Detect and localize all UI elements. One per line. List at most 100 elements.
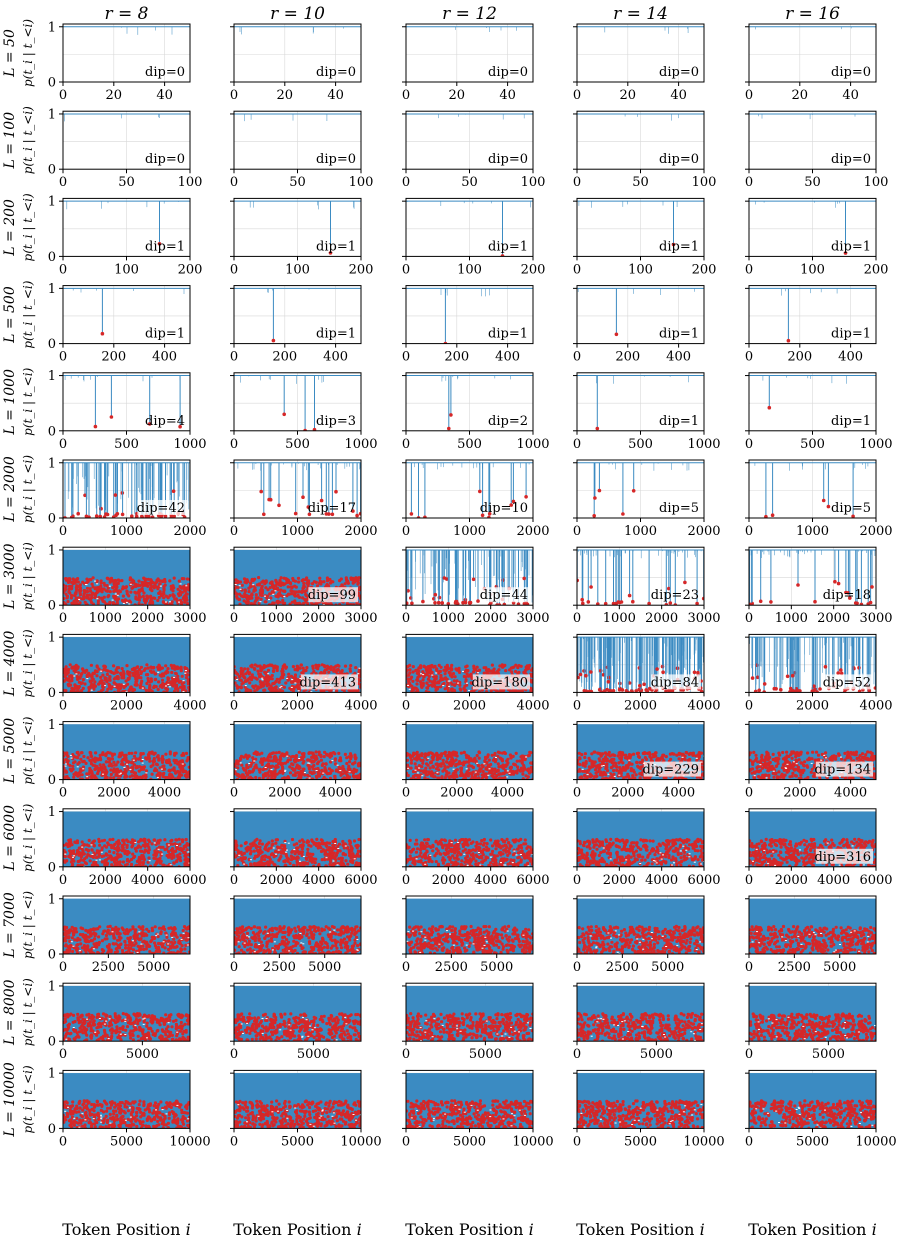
dip-marker (234, 681, 237, 685)
x-tick-label: 2000 (302, 611, 335, 626)
dip-marker (112, 664, 116, 668)
dip-marker (530, 680, 533, 684)
x-tick-label: 2000 (97, 786, 130, 801)
noise-speck (125, 691, 128, 693)
noise-speck (291, 679, 294, 681)
dip-marker (91, 671, 95, 675)
dip-marker (178, 685, 182, 689)
dip-marker (427, 684, 431, 688)
dip-marker (109, 776, 113, 780)
dip-marker (358, 669, 361, 673)
dip-marker (130, 514, 134, 518)
dip-marker (358, 594, 361, 598)
dip-marker (329, 665, 333, 669)
dip-marker (148, 669, 153, 673)
dip-marker (464, 668, 468, 673)
dip-marker (661, 670, 665, 674)
x-tick-label: 0 (59, 437, 67, 452)
dip-marker (165, 759, 169, 763)
dip-marker (595, 426, 600, 431)
dip-marker (512, 665, 516, 669)
x-tick-label: 0 (402, 262, 410, 277)
dip-marker (158, 590, 162, 594)
dip-marker (108, 675, 112, 679)
dip-marker (288, 602, 292, 606)
dip-marker (85, 772, 89, 776)
dip-marker (273, 584, 278, 588)
dip-marker (291, 576, 295, 581)
dip-marker (156, 687, 160, 692)
dip-marker (270, 677, 274, 681)
dip-marker (411, 665, 415, 669)
dip-marker (277, 503, 281, 508)
x-tick-label: 2000 (173, 524, 206, 539)
dip-marker (130, 667, 134, 671)
dip-marker (77, 596, 81, 600)
dip-marker (185, 676, 189, 680)
panel-L50-r12: 0 20 40 dip=0 (402, 23, 534, 103)
x-tick-label: 4000 (687, 698, 720, 713)
panel-L5000-r10: 0 2000 4000 (230, 721, 362, 801)
dip-marker (166, 775, 170, 780)
dip-marker (826, 504, 831, 509)
dip-marker (163, 767, 167, 771)
panel-L3000-r8: 0 1 0 1000 2000 3000 (48, 543, 207, 626)
dip-marker (357, 775, 361, 780)
dip-marker (322, 580, 326, 584)
dip-marker (106, 586, 110, 590)
dip-marker (848, 596, 852, 600)
dip-marker (149, 688, 153, 692)
x-tick-label: 200 (272, 350, 297, 365)
dip-marker (82, 759, 86, 764)
dip-marker (101, 688, 105, 692)
panel-L100-r16: 0 50 100 dip=0 (745, 110, 888, 190)
dip-marker (770, 513, 775, 517)
dip-marker (839, 671, 844, 676)
noise-speck (297, 690, 300, 692)
dip-marker (165, 687, 170, 692)
dip-marker (261, 682, 266, 686)
dip-marker (357, 678, 361, 683)
x-tick-label: 0 (745, 437, 753, 452)
dip-marker (519, 664, 523, 668)
noise-speck (290, 686, 293, 688)
dip-marker (168, 594, 172, 598)
x-tick-label: 1000 (453, 524, 486, 539)
dip-marker (695, 601, 699, 606)
dip-marker (421, 678, 425, 682)
dip-marker (243, 685, 247, 689)
dip-marker (250, 770, 254, 774)
dip-marker (823, 665, 828, 669)
dip-marker (63, 596, 66, 601)
row-label-L3000: L = 3000 p(t_i | t_<i) (2, 542, 35, 610)
dip-marker (457, 670, 462, 675)
dip-marker (329, 751, 333, 755)
dip-marker (516, 671, 520, 676)
x-tick-label: 200 (864, 262, 889, 277)
noise-speck (294, 682, 297, 684)
x-tick-label: 40 (842, 88, 859, 103)
dip-marker (155, 774, 159, 778)
dip-marker (89, 762, 94, 766)
dip-marker (173, 597, 177, 601)
dip-marker (496, 671, 500, 675)
y-axis-label: p(t_i | t_<i) (21, 106, 35, 174)
panel-L2000-r12: 0 1000 2000 dip=10 (402, 459, 550, 539)
dip-marker (77, 761, 81, 765)
dip-marker (124, 769, 128, 774)
dip-marker (266, 756, 270, 761)
dip-marker (172, 766, 176, 770)
dip-marker (332, 669, 336, 673)
dip-marker (238, 756, 243, 761)
dip-marker (268, 592, 272, 596)
dip-marker (313, 767, 318, 771)
dip-marker (329, 768, 333, 773)
noise-speck (358, 667, 361, 669)
axes-frame (62, 721, 191, 781)
dip-marker (64, 751, 68, 756)
dip-marker (69, 596, 73, 600)
noise-speck (261, 679, 264, 681)
dip-marker (485, 668, 489, 673)
dip-marker (793, 689, 797, 693)
dip-marker (99, 584, 103, 588)
